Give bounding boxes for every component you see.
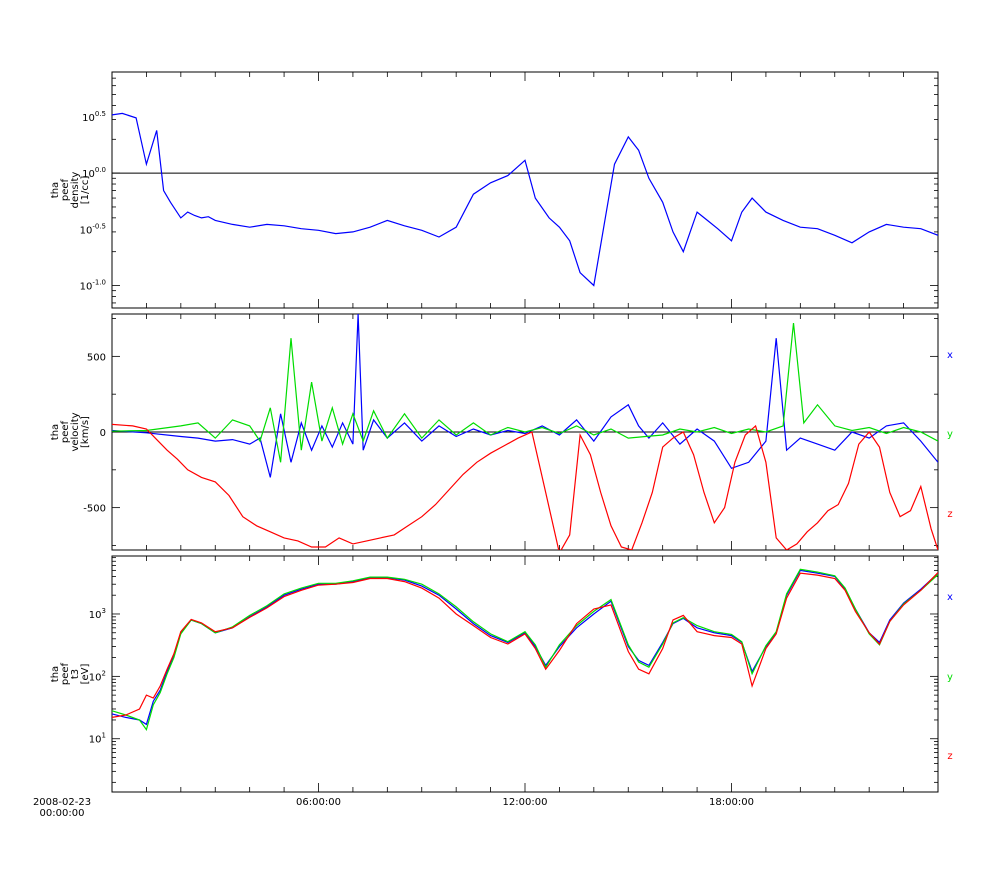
y-tick-label: 100.5 (82, 110, 106, 124)
y-tick-label: 0 (100, 428, 106, 439)
panel-3: 101 102 103 tha peef t3 [eV] x y z (50, 555, 953, 793)
time-origin-time: 00:00:00 (40, 808, 85, 819)
y-tick-label: 102 (89, 669, 106, 683)
x-tick-label: 06:00:00 (296, 797, 341, 808)
series-line-y (112, 568, 938, 731)
legend-label-y: y (947, 429, 953, 440)
y-tick-label: 10-1.0 (80, 279, 106, 293)
y-tick-label: 103 (89, 607, 106, 621)
y-axis-label: [eV] (80, 664, 91, 685)
legend-label-z: z (947, 751, 952, 762)
legend-label-y: y (947, 672, 953, 683)
y-axis-label: peef (60, 662, 71, 685)
panel-frame (111, 71, 939, 309)
y-tick-label: 500 (87, 352, 106, 363)
series-line-z (112, 572, 938, 718)
panel-1: 100.5 100.0 10-0.5 10-1.0 tha peef density [1/c… (50, 71, 939, 309)
y-tick-label: 101 (89, 732, 106, 746)
series-line-x (112, 569, 938, 726)
y-axis-label: peef (60, 420, 71, 443)
series-line-x (112, 314, 938, 478)
legend-label-x: x (947, 592, 953, 603)
y-tick-label: 100.0 (82, 166, 106, 180)
y-axis-label: peef (60, 178, 71, 201)
y-axis-label: t3 (70, 669, 81, 679)
y-axis-label: [km/s] (80, 416, 91, 448)
time-origin-label: 2008-02-23 00:00:00 (33, 797, 91, 819)
time-origin-date: 2008-02-23 (33, 797, 91, 808)
series-line (112, 112, 938, 287)
y-tick-label: 10-0.5 (80, 222, 106, 236)
x-tick-label: 12:00:00 (503, 797, 548, 808)
panel-2: 500 0 -500 tha peef velocity [km/s] x y z (50, 313, 953, 551)
y-tick-label: -500 (83, 504, 106, 515)
y-axis-label: [1/cc] (80, 176, 91, 205)
series-line-y (112, 323, 938, 463)
legend-label-z: z (947, 509, 952, 520)
x-tick-label: 18:00:00 (709, 797, 754, 808)
y-axis-label: tha (50, 666, 61, 682)
y-axis-label: tha (50, 424, 61, 440)
y-axis-label: tha (50, 182, 61, 198)
y-axis-label: density (70, 172, 81, 209)
legend-label-x: x (947, 350, 953, 361)
panel-frame (111, 555, 939, 793)
series-line-z (112, 423, 938, 550)
y-axis-label: velocity (70, 412, 81, 451)
